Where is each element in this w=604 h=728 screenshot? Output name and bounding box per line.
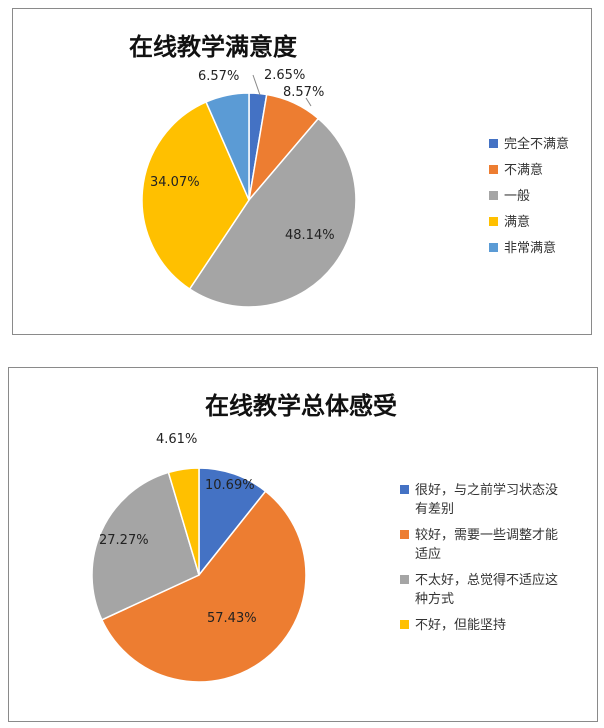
data-label: 2.65% [264,68,305,83]
pie-chart-satisfaction: 在线教学满意度 2.65% 8.57% 48.14% 34.07% 6.57% 完全不满意… [129,33,569,308]
pie-slice [100,490,307,683]
pie-slice [91,471,200,621]
legend-label: 完全不满意 [504,136,569,152]
leader-line [252,74,261,96]
pie-slice [188,117,357,308]
legend-label: 有差别 [415,502,454,517]
data-label: 10.69% [205,478,255,493]
pie-slice [167,467,200,576]
legend-label: 一般 [504,188,530,204]
data-label: 27.27% [99,533,149,548]
legend: 很好，与之前学习状态没有差别较好，需要一些调整才能适应不太好，总觉得不适应这种方… [400,482,558,633]
data-label: 4.61% [156,432,197,447]
data-label: 8.57% [283,85,324,100]
chart-panel-satisfaction: 在线教学满意度 2.65% 8.57% 48.14% 34.07% 6.57% 完全不满意… [12,8,592,335]
legend-swatch [400,485,409,494]
legend-label: 较好，需要一些调整才能 [415,528,558,543]
pie-chart-overall-feeling: 在线教学总体感受 10.69% 57.43% 27.27% 4.61% 很好，与之前学习… [91,392,558,683]
chart-title: 在线教学满意度 [129,33,298,61]
pie-slice [141,101,250,291]
legend-swatch [400,575,409,584]
pie-slice [198,467,267,578]
legend-label: 适应 [415,546,441,562]
legend-swatch [489,191,498,200]
legend-swatch [489,139,498,148]
data-label: 48.14% [285,228,335,243]
legend-label: 不满意 [504,162,543,178]
leader-line [305,97,312,107]
legend-label: 不好，但能坚持 [415,618,506,633]
data-label: 57.43% [207,611,257,626]
pie-slice [205,92,250,201]
chart-title: 在线教学总体感受 [205,392,397,420]
legend-label: 满意 [504,214,530,230]
chart-panel-overall-feeling: 在线教学总体感受 10.69% 57.43% 27.27% 4.61% 很好，与之前学习… [8,367,598,722]
legend-swatch [489,217,498,226]
legend-label: 种方式 [415,591,454,607]
legend-label: 很好，与之前学习状态没 [415,482,558,498]
legend-label: 不太好，总觉得不适应这 [415,572,558,588]
data-label: 34.07% [150,175,200,190]
legend-swatch [489,243,498,252]
data-label: 6.57% [198,69,239,84]
legend-swatch [400,620,409,629]
legend-swatch [400,530,409,539]
legend-label: 非常满意 [504,240,556,256]
legend-swatch [489,165,498,174]
